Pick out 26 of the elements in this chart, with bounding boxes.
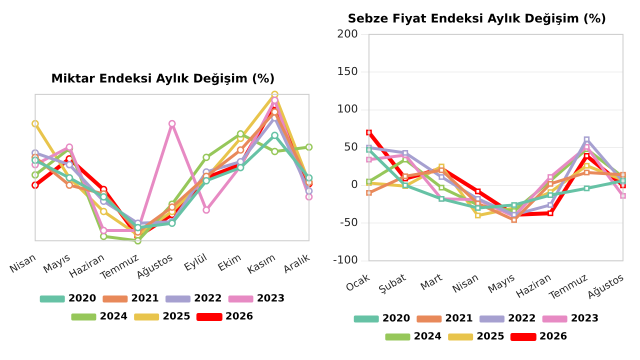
- legend-label: 2024: [100, 312, 128, 323]
- y-tick-label: 150: [336, 64, 358, 78]
- y-tick-label: 200: [336, 27, 358, 40]
- chart-title: Sebze Fiyat Endeksi Aylık Değişim (%): [348, 11, 606, 26]
- y-tick-label: 0: [350, 178, 358, 192]
- x-tick-label: Ekim: [216, 252, 244, 274]
- legend-label: 2026: [539, 332, 568, 343]
- legend-label: 2025: [476, 332, 504, 343]
- legend-label: 2023: [570, 314, 599, 325]
- y-tick-label: -50: [340, 216, 358, 229]
- x-tick-label: Ocak: [344, 272, 372, 294]
- legend-label: 2024: [414, 332, 442, 343]
- chart-title: Miktar Endeksi Aylık Değişim (%): [51, 71, 275, 86]
- legend-label: 2020: [68, 294, 96, 305]
- legend-label: 2022: [508, 314, 536, 325]
- legend-label: 2025: [162, 312, 190, 323]
- x-tick-label: Mart: [419, 272, 444, 294]
- y-tick-label: 50: [344, 140, 358, 154]
- legend-label: 2021: [445, 314, 474, 325]
- legend-label: 2022: [194, 294, 222, 305]
- y-tick-label: -100: [332, 254, 358, 267]
- legend-label: 2020: [382, 314, 410, 325]
- legend-label: 2021: [131, 294, 160, 305]
- legend-label: 2026: [225, 312, 254, 323]
- legend-label: 2023: [256, 294, 285, 305]
- y-tick-label: 100: [336, 102, 358, 116]
